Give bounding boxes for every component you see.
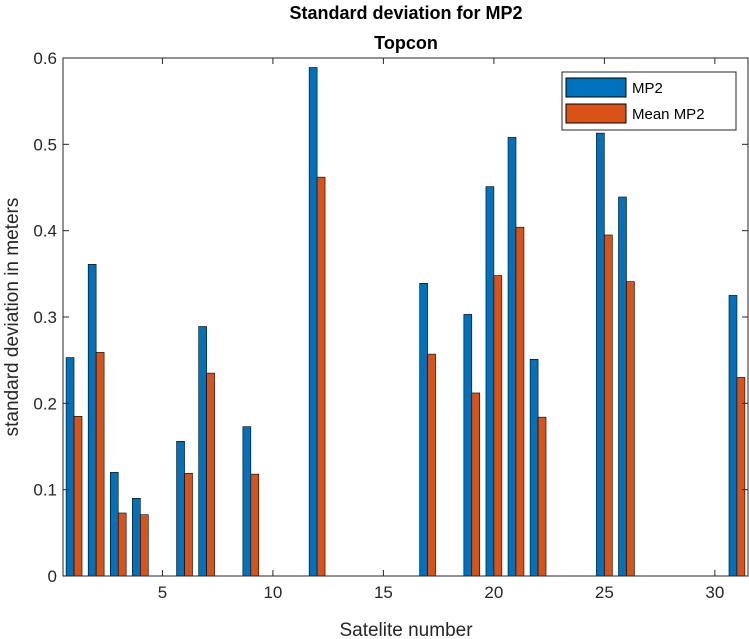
bar-mean-mp2-sat-7 <box>206 372 215 577</box>
bar-mp2-sat-6 <box>176 441 185 577</box>
bar-mp2-sat-1 <box>65 357 75 577</box>
y-tick-label: 0.5 <box>33 135 57 154</box>
y-axis-label: standard deviation in meters <box>2 198 23 437</box>
y-tick-label: 0.4 <box>33 222 57 241</box>
x-tick-label: 30 <box>705 583 724 602</box>
x-tick-label: 5 <box>158 583 167 602</box>
bar-mean-mp2-sat-19 <box>471 392 481 577</box>
x-axis-ticks: 5 10 15 20 25 30 <box>158 58 724 602</box>
bar-mean-mp2-sat-6 <box>184 472 193 577</box>
x-tick-label: 20 <box>484 583 503 602</box>
chart-title: Standard deviation for MP2 <box>289 3 522 23</box>
bar-mean-mp2-sat-2 <box>95 352 105 577</box>
y-tick-label: 0.2 <box>33 394 57 413</box>
bar-mean-mp2-sat-25 <box>604 234 613 577</box>
bar-mean-mp2-sat-4 <box>140 514 149 577</box>
x-tick-label: 10 <box>263 583 282 602</box>
bar-mp2-sat-12 <box>308 67 318 577</box>
bars-group <box>65 67 746 577</box>
x-tick-label: 25 <box>595 583 614 602</box>
bar-mp2-sat-19 <box>463 314 473 577</box>
bar-mp2-sat-4 <box>132 497 141 577</box>
y-tick-label: 0.6 <box>33 49 57 68</box>
bar-mp2-sat-22 <box>529 358 539 577</box>
legend-swatch-mp2 <box>565 77 627 98</box>
legend-swatch-mean-mp2 <box>565 103 627 124</box>
legend-label-mean-mp2: Mean MP2 <box>632 106 705 123</box>
bar-mean-mp2-sat-21 <box>515 226 525 577</box>
bar-mp2-sat-20 <box>485 186 495 577</box>
legend-label-mp2: MP2 <box>632 80 663 97</box>
bar-mean-mp2-sat-26 <box>626 281 635 577</box>
bar-mean-mp2-sat-31 <box>736 377 746 577</box>
bar-mean-mp2-sat-1 <box>73 415 83 577</box>
legend: MP2 Mean MP2 <box>561 71 737 131</box>
bar-mean-mp2-sat-3 <box>117 512 127 577</box>
y-tick-label: 0.1 <box>33 481 57 500</box>
chart-subtitle: Topcon <box>374 33 438 53</box>
bar-mp2-sat-26 <box>618 196 627 577</box>
bar-mp2-sat-25 <box>596 132 605 577</box>
bar-mp2-sat-9 <box>242 426 252 577</box>
y-tick-label: 0 <box>48 567 57 586</box>
y-axis-ticks: 0 0.1 0.2 0.3 0.4 0.5 0.6 <box>33 49 748 586</box>
bar-mean-mp2-sat-9 <box>250 473 260 577</box>
y-tick-label: 0.3 <box>33 308 57 327</box>
bar-mp2-sat-3 <box>109 472 119 577</box>
bar-mp2-sat-21 <box>507 137 517 577</box>
bar-mp2-sat-7 <box>198 326 207 577</box>
x-axis-label: Satelite number <box>339 620 473 639</box>
x-tick-label: 15 <box>374 583 393 602</box>
bar-mp2-sat-2 <box>87 264 97 577</box>
plot-area-frame <box>62 57 749 577</box>
bar-mean-mp2-sat-12 <box>316 176 326 577</box>
bar-mp2-sat-17 <box>419 283 428 577</box>
bar-mean-mp2-sat-22 <box>537 416 547 577</box>
bar-mp2-sat-31 <box>728 295 738 577</box>
bar-mean-mp2-sat-20 <box>493 275 503 577</box>
bar-mean-mp2-sat-17 <box>427 353 436 577</box>
